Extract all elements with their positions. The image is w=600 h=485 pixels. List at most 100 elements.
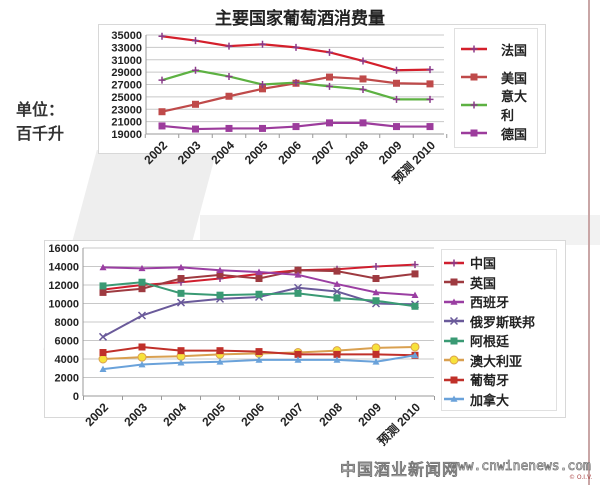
data-point — [393, 66, 400, 74]
x-tick-label: 2004 — [208, 138, 237, 167]
legend-label: 英国 — [470, 276, 497, 292]
x-tick-label: 2006 — [238, 400, 267, 429]
data-point — [216, 347, 224, 355]
legend-marker — [450, 259, 458, 267]
series-line — [161, 35, 431, 72]
legend-label: 意大利 — [501, 90, 528, 124]
data-point — [292, 123, 300, 131]
legend-label: 德国 — [501, 127, 528, 143]
x-tick-label: 2003 — [175, 138, 204, 167]
series-3 — [158, 119, 434, 133]
legend-swatch — [444, 355, 464, 365]
data-point — [99, 263, 107, 271]
data-point — [137, 311, 147, 320]
legend-label: 葡萄牙 — [470, 374, 510, 390]
y-tick-label: 35000 — [111, 30, 142, 42]
legend-item: 葡萄牙 — [442, 370, 556, 390]
x-tick-label: 2009 — [376, 138, 405, 167]
x-tick-label: 2006 — [275, 138, 304, 167]
data-point — [98, 354, 108, 364]
data-point — [426, 123, 434, 131]
legend-marker — [450, 298, 458, 305]
legend-item: 美国 — [455, 63, 537, 91]
data-point — [294, 289, 302, 297]
data-point — [176, 298, 186, 307]
data-point — [359, 57, 367, 65]
data-point — [177, 359, 185, 366]
data-point — [333, 356, 341, 363]
legend-swatch — [461, 45, 487, 53]
y-tick-label: 4000 — [55, 354, 79, 366]
data-point — [411, 302, 419, 310]
legend-swatch — [461, 73, 487, 81]
y-tick-label: 21000 — [111, 117, 142, 129]
data-point — [426, 95, 434, 103]
legend-item: 西班牙 — [442, 292, 556, 312]
data-point — [326, 73, 333, 81]
data-point — [177, 263, 185, 271]
data-point — [393, 79, 400, 87]
legend-label: 中国 — [470, 257, 497, 273]
y-tick-label: 29000 — [111, 67, 142, 79]
series-7 — [99, 351, 419, 372]
data-point — [326, 119, 333, 127]
y-tick-label: 8000 — [55, 317, 79, 329]
data-point — [192, 66, 199, 74]
data-point — [426, 66, 434, 74]
data-point — [294, 356, 302, 363]
x-tick-label: 2002 — [82, 400, 111, 429]
data-point — [371, 343, 381, 353]
data-point — [332, 287, 342, 296]
data-point — [158, 122, 166, 130]
unit-label-line2: 百千升 — [16, 124, 65, 143]
x-tick-label: 2009 — [355, 400, 384, 429]
legend-label: 加拿大 — [470, 393, 510, 409]
legend-label: 阿根廷 — [470, 335, 510, 351]
bottom-chart: 1600014000120001000080006000400020000200… — [48, 243, 435, 448]
y-tick-label: 10000 — [48, 299, 79, 311]
data-point — [359, 75, 367, 83]
data-point — [294, 350, 302, 358]
legend-marker — [470, 101, 478, 109]
legend-label: 法国 — [501, 43, 528, 59]
x-tick-label: 2008 — [316, 400, 345, 429]
legend-marker — [470, 129, 478, 137]
legend-item: 英国 — [442, 273, 556, 293]
series-2 — [158, 66, 434, 103]
data-point — [411, 261, 419, 269]
x-tick-label: 2003 — [121, 400, 150, 429]
data-point — [372, 275, 380, 283]
y-tick-label: 33000 — [111, 42, 142, 54]
data-point — [333, 267, 341, 275]
data-point — [99, 365, 107, 372]
data-point — [255, 268, 263, 275]
x-tick-label: 2007 — [309, 138, 338, 167]
legend-marker — [470, 73, 478, 81]
y-tick-label: 12000 — [48, 280, 79, 292]
data-point — [255, 275, 263, 283]
data-point — [216, 291, 224, 299]
legend-label: 西班牙 — [470, 296, 510, 312]
data-point — [372, 297, 380, 305]
legend-marker — [449, 317, 459, 326]
legend-label: 澳大利亚 — [470, 354, 523, 370]
watermark-cn: 中国酒业新闻网 — [339, 460, 460, 480]
data-point — [333, 350, 341, 358]
y-tick-label: 25000 — [111, 92, 142, 104]
data-point — [158, 76, 166, 84]
chart-title: 主要国家葡萄酒消费量 — [215, 9, 385, 29]
data-point — [192, 100, 199, 108]
watermark-url: www.cnwinenews.com — [450, 459, 592, 475]
data-point — [216, 271, 224, 279]
legend-marker — [449, 355, 459, 365]
data-point — [138, 343, 146, 351]
legend-swatch — [444, 395, 464, 403]
top-legend: 法国美国 意大利德国 — [454, 28, 538, 148]
data-point — [411, 351, 419, 359]
legend-swatch — [444, 278, 464, 286]
data-point — [192, 37, 199, 45]
data-point — [225, 42, 233, 50]
data-point — [225, 72, 233, 80]
data-point — [216, 266, 224, 273]
legend-swatch — [461, 101, 487, 109]
